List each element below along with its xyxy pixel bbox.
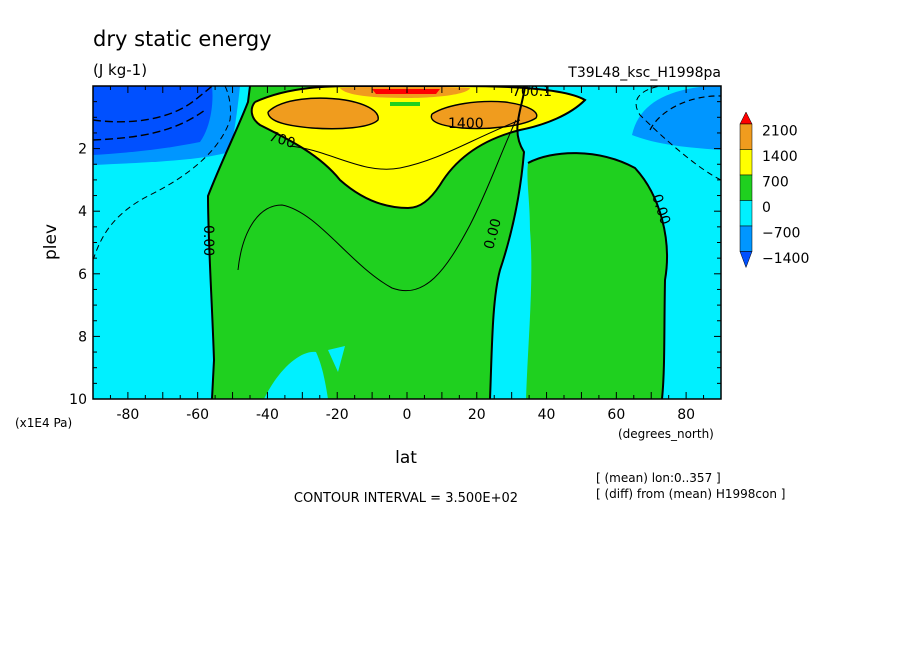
x-tick-label: 60 <box>607 407 625 423</box>
chart-title: dry static energy <box>93 27 272 51</box>
note-diff: [ (diff) from (mean) H1998con ] <box>596 487 785 501</box>
x-axis-label: lat <box>395 448 417 468</box>
y-axis: 2 4 6 8 10 <box>69 85 721 408</box>
contour-label-0: 700.1 <box>512 84 552 100</box>
contour-zero-left <box>206 86 251 399</box>
colorbar-segment <box>739 225 753 252</box>
colorbar: 2100 1400 700 0 −700 −1400 <box>739 111 809 269</box>
colorbar-segment <box>739 149 753 176</box>
run-name: T39L48_ksc_H1998pa <box>567 65 721 81</box>
contour-interval: CONTOUR INTERVAL = 3.500E+02 <box>294 491 518 506</box>
contour-neg-left <box>93 86 231 261</box>
contour-1050 <box>289 119 521 170</box>
x-tick-label: -40 <box>256 407 279 423</box>
y-tick-label: 2 <box>78 142 87 158</box>
colorbar-label: 1400 <box>762 149 798 165</box>
colorbar-label: 0 <box>762 200 771 216</box>
contour-label-1: 1400 <box>448 116 484 132</box>
colorbar-top-arrow <box>739 111 753 125</box>
y-axis-label: plev <box>41 224 61 260</box>
fill-cyan-wedge <box>328 346 345 372</box>
fill-cyan-lower2 <box>93 385 134 399</box>
contour-neg-right <box>635 86 721 181</box>
y-tick-label: 8 <box>78 329 87 345</box>
fill-orange-right <box>431 101 537 129</box>
fill-cyan-lower <box>264 351 328 399</box>
fill-red-top <box>372 89 440 94</box>
x-tick-label: 20 <box>468 407 486 423</box>
y-axis-unit: (x1E4 Pa) <box>15 416 72 430</box>
contour-neg-darkblue <box>93 86 213 141</box>
note-mean: [ (mean) lon:0..357 ] <box>596 471 721 485</box>
x-tick-label: -80 <box>116 407 139 423</box>
contour-350-inner <box>237 119 517 292</box>
y-tick-label: 10 <box>69 392 87 408</box>
fill-blue-right <box>632 86 721 150</box>
y-tick-label: 6 <box>78 267 87 283</box>
contour-1400-left <box>267 97 379 130</box>
contour-neg-rightcore <box>649 95 721 131</box>
contour-label-2: 700 <box>267 129 297 152</box>
contour-fills <box>93 86 721 399</box>
fill-green-sliver <box>390 102 420 106</box>
x-tick-label: -60 <box>186 407 209 423</box>
colorbar-segment <box>739 200 753 227</box>
contour-1400-right <box>430 100 538 130</box>
colorbar-label: −1400 <box>762 251 809 267</box>
x-tick-label: 0 <box>403 407 412 423</box>
colorbar-label: 2100 <box>762 123 798 139</box>
contour-label-3: 0.00 <box>200 225 216 256</box>
x-tick-label: -20 <box>326 407 349 423</box>
colorbar-label: −700 <box>762 225 800 241</box>
x-tick-label: 80 <box>677 407 695 423</box>
colorbar-label: 700 <box>762 174 789 190</box>
colorbar-segment <box>739 174 753 201</box>
contour-zero-right <box>527 152 668 399</box>
colorbar-bottom-arrow <box>739 251 753 269</box>
x-tick-label: 40 <box>538 407 556 423</box>
chart-units: (J kg-1) <box>93 61 147 79</box>
y-tick-label: 4 <box>78 204 87 220</box>
fill-orange-left <box>268 98 379 129</box>
x-axis-unit: (degrees_north) <box>618 427 714 441</box>
contour-zero-mid <box>489 86 526 399</box>
contour-label-4: 0.00 <box>481 217 505 251</box>
colorbar-segment <box>739 123 753 150</box>
x-axis: -80 -60 -40 -20 0 20 40 60 80 <box>92 86 722 423</box>
fill-green-right <box>526 153 667 399</box>
